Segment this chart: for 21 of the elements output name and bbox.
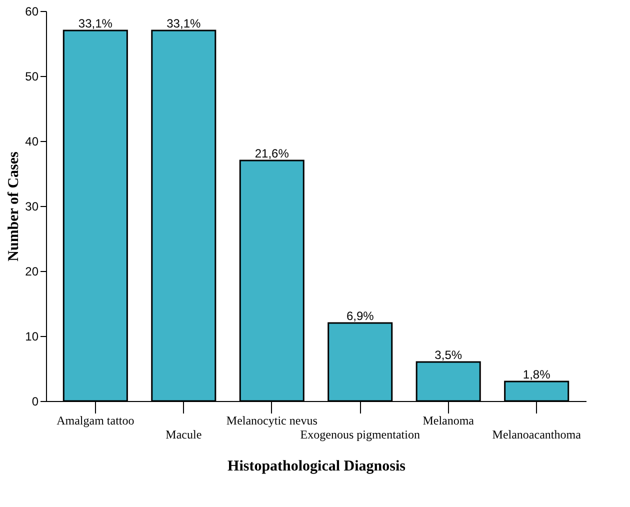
x-tick-label: Melanoma: [422, 414, 475, 428]
x-tick-label: Exogenous pigmentation: [300, 428, 420, 442]
y-axis-title: Number of Cases: [6, 151, 22, 262]
x-tick-label: Melanocytic nevus: [226, 414, 318, 428]
y-tick-label: 20: [25, 264, 39, 278]
annotation: 3,5%: [434, 348, 462, 362]
annotation: 33,1%: [78, 16, 113, 30]
x-tick-label: Macule: [166, 428, 202, 442]
y-tick-label: 60: [25, 4, 39, 18]
x-axis-title: Histopathological Diagnosis: [228, 458, 406, 474]
y-tick-label: 40: [25, 134, 39, 148]
annotation: 21,6%: [254, 146, 290, 160]
y-tick-label: 0: [32, 394, 39, 408]
y-tick-label: 30: [25, 200, 39, 214]
y-tick-label: 50: [25, 70, 39, 84]
annotation: 6,9%: [346, 309, 374, 323]
annotation: 33,1%: [166, 16, 201, 30]
x-tick-label: Amalgam tattoo: [56, 414, 134, 428]
annotation: 1,8%: [522, 368, 551, 382]
y-tick-label: 10: [25, 330, 39, 344]
x-tick-label: Melanoacanthoma: [492, 428, 582, 442]
